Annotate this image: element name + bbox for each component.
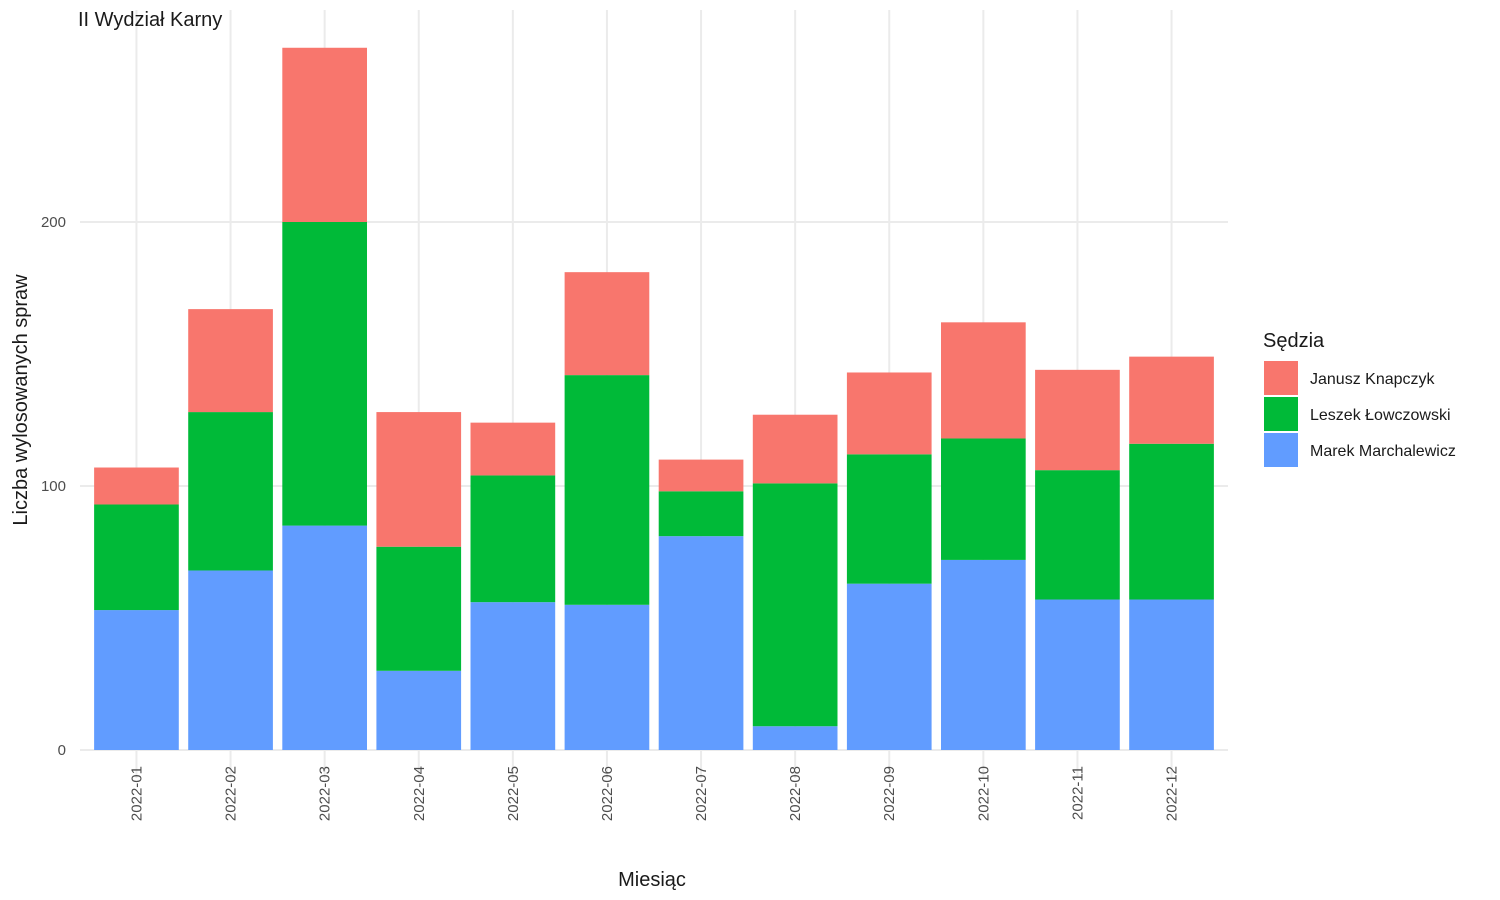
bar-segment bbox=[1035, 599, 1120, 750]
legend-swatch bbox=[1264, 361, 1298, 395]
x-axis-title: Miesiąc bbox=[618, 869, 686, 891]
y-axis-title: Liczba wylosowanych spraw bbox=[10, 274, 32, 526]
bar-segment bbox=[94, 467, 179, 505]
bar-segment bbox=[846, 454, 932, 584]
bar-segment bbox=[752, 483, 838, 727]
y-axis-ticks: 0 100 200 bbox=[41, 214, 66, 759]
bar-segment bbox=[188, 309, 273, 413]
x-tick-label: 2022-11 bbox=[1069, 766, 1086, 820]
x-tick-label: 2022-08 bbox=[787, 766, 804, 821]
bar-segment bbox=[658, 536, 744, 750]
legend-items: Janusz Knapczyk Leszek Łowczowski Marek Ma… bbox=[1264, 361, 1456, 467]
bar-segment bbox=[470, 422, 556, 476]
bar-segment bbox=[564, 272, 650, 376]
bar-segment bbox=[1035, 369, 1120, 471]
bar-segment bbox=[282, 222, 367, 526]
x-tick-label: 2022-06 bbox=[599, 766, 616, 821]
bar-segment bbox=[282, 47, 367, 223]
bar-segment bbox=[376, 546, 462, 671]
bar-segment bbox=[846, 372, 932, 455]
x-tick-label: 2022-07 bbox=[693, 766, 710, 821]
legend: Sędzia Janusz Knapczyk Leszek Łowczowski M… bbox=[1263, 330, 1456, 467]
bar-segment bbox=[1035, 470, 1120, 600]
bar-segment bbox=[470, 602, 556, 750]
y-tick-label: 200 bbox=[41, 214, 66, 231]
bar-segment bbox=[94, 504, 179, 611]
bar-segment bbox=[282, 525, 367, 750]
bar-segment bbox=[188, 412, 273, 571]
x-tick-label: 2022-12 bbox=[1164, 766, 1181, 821]
legend-title: Sędzia bbox=[1263, 330, 1325, 352]
legend-label: Janusz Knapczyk bbox=[1310, 371, 1436, 388]
x-axis-ticks: 2022-01 2022-02 2022-03 2022-04 2022-05 2022-… bbox=[128, 766, 1180, 821]
bar-segment bbox=[941, 559, 1026, 750]
bar-segment bbox=[376, 412, 462, 547]
bar-segment bbox=[941, 438, 1026, 560]
y-tick-label: 100 bbox=[41, 478, 66, 495]
legend-swatch bbox=[1264, 433, 1298, 467]
x-tick-label: 2022-10 bbox=[975, 766, 992, 821]
y-tick-label: 0 bbox=[58, 742, 66, 759]
bar-segment bbox=[1129, 599, 1214, 750]
bar-segment bbox=[658, 459, 744, 492]
bar-segment bbox=[376, 670, 462, 750]
bar-segment bbox=[941, 322, 1026, 439]
x-tick-label: 2022-01 bbox=[128, 766, 145, 821]
bar-segment bbox=[752, 726, 838, 750]
bar-segment bbox=[564, 375, 650, 605]
chart-title: II Wydział Karny bbox=[78, 9, 222, 31]
bar-segment bbox=[564, 604, 650, 750]
x-tick-label: 2022-05 bbox=[505, 766, 522, 821]
legend-label: Leszek Łowczowski bbox=[1310, 407, 1451, 424]
bars-layer bbox=[94, 47, 1214, 750]
x-tick-label: 2022-02 bbox=[223, 766, 240, 821]
legend-swatch bbox=[1264, 397, 1298, 431]
bar-segment bbox=[658, 491, 744, 537]
legend-label: Marek Marchalewicz bbox=[1310, 443, 1456, 460]
bar-segment bbox=[752, 414, 838, 484]
bar-segment bbox=[188, 570, 273, 750]
bar-segment bbox=[94, 610, 179, 750]
x-tick-label: 2022-09 bbox=[881, 766, 898, 821]
x-tick-label: 2022-03 bbox=[317, 766, 334, 821]
bar-segment bbox=[846, 583, 932, 750]
x-tick-label: 2022-04 bbox=[411, 766, 428, 821]
bar-segment bbox=[1129, 356, 1214, 444]
bar-segment bbox=[470, 475, 556, 603]
bar-segment bbox=[1129, 443, 1214, 600]
